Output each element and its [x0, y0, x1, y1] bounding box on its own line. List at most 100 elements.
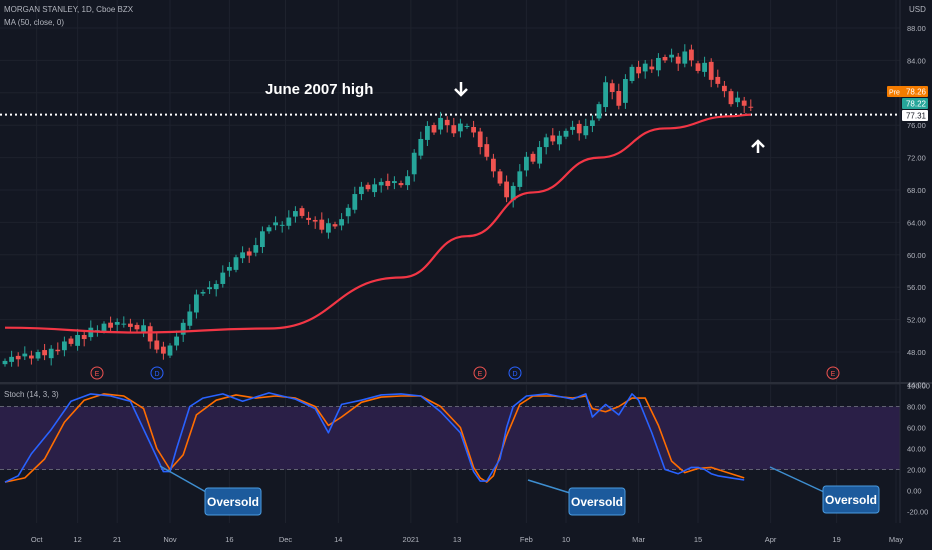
event-marker [473, 366, 487, 380]
price-tick-label: 84.00 [907, 56, 926, 65]
candle-body [2, 360, 8, 365]
svg-text:78.22: 78.22 [906, 100, 927, 109]
candle-body [649, 66, 655, 70]
candle-body [471, 126, 476, 133]
candle-body [537, 147, 542, 164]
svg-text:77.31: 77.31 [906, 112, 927, 121]
stoch-tick-label: -20.00 [907, 508, 928, 517]
candle-body [359, 186, 364, 195]
candle-body [154, 340, 160, 350]
candle-body [695, 63, 701, 71]
candle-body [108, 322, 113, 328]
last-price-badge: 78.22 [902, 98, 928, 109]
price-tick-label: 68.00 [907, 186, 926, 195]
candle-body [141, 325, 146, 333]
stoch-tick-label: 100.00 [907, 382, 930, 391]
candle-body [405, 176, 410, 186]
price-tick-label: 64.00 [907, 218, 926, 227]
candle-body [68, 338, 74, 344]
candle-body [722, 85, 727, 92]
candle-body [306, 217, 311, 220]
candle-body [438, 117, 443, 130]
symbol-title: MORGAN STANLEY, 1D, Cboe BZX [4, 5, 134, 14]
event-marker [826, 366, 840, 380]
oversold-callout-1: Oversold [159, 465, 262, 516]
stoch-d-line [4, 393, 745, 483]
candle-body [431, 125, 437, 133]
candle-body [62, 341, 67, 351]
candle-body [636, 66, 641, 74]
candle-body [444, 119, 450, 126]
time-tick-label: Feb [520, 535, 533, 544]
candle-body [411, 152, 417, 175]
candle-body [114, 322, 120, 325]
candle-body [55, 349, 61, 352]
oversold-callout-3: Oversold [769, 466, 880, 514]
candle-body [689, 49, 694, 61]
currency-label: USD [909, 5, 926, 14]
candle-body [609, 83, 615, 92]
stoch-tick-label: 40.00 [907, 445, 926, 454]
candle-body [550, 135, 556, 142]
candle-body [497, 171, 503, 184]
candle-body [9, 356, 14, 362]
event-marker-label: E [831, 371, 836, 378]
candle-body [451, 125, 457, 134]
candle-body [187, 311, 193, 326]
candle-body [22, 353, 28, 357]
candle-body [398, 183, 404, 186]
down-arrow-icon [454, 82, 468, 97]
candle-body [194, 294, 199, 313]
candle-body [319, 219, 325, 230]
oversold-label-3: Oversold [825, 493, 877, 507]
candle-body [702, 62, 707, 72]
time-tick-label: 14 [334, 535, 342, 544]
time-tick-label: Oct [31, 535, 44, 544]
candle-body [42, 350, 47, 356]
candle-body [583, 126, 589, 136]
time-tick-label: 19 [832, 535, 840, 544]
candle-body [29, 355, 34, 359]
price-axis[interactable]: 88.00 84.00 80.00 76.00 72.00 68.00 64.00 60.00… [907, 24, 930, 517]
candle-body [147, 326, 153, 342]
candle-body [616, 91, 622, 106]
candle-body [312, 219, 318, 222]
candle-body [491, 158, 496, 172]
stoch-k-line [4, 392, 745, 483]
time-tick-label: 13 [453, 535, 461, 544]
candle-body [629, 66, 635, 81]
candle-body [260, 231, 265, 248]
candle-body [669, 54, 674, 58]
candle-body [741, 100, 747, 106]
time-axis[interactable]: Oct 12 21 Nov 16 Dec 14 2021 13 Feb 10 Mar 15 Apr 19 Ma… [31, 535, 903, 544]
price-tick-label: 52.00 [907, 316, 926, 325]
time-tick-label: 16 [225, 535, 233, 544]
candle-body [378, 181, 384, 186]
candle-body [425, 126, 430, 140]
candle-body [656, 57, 661, 71]
candle-body [642, 63, 648, 72]
candle-body [213, 283, 219, 290]
candle-body [517, 171, 523, 187]
candle-body [682, 51, 688, 64]
price-tick-label: 56.00 [907, 283, 926, 292]
time-tick-label: 10 [562, 535, 570, 544]
candle-body [392, 181, 397, 184]
price-tick-label: 88.00 [907, 24, 926, 33]
event-marker [150, 366, 164, 380]
price-tick-label: 48.00 [907, 348, 926, 357]
candle-body [101, 323, 107, 332]
candle-body [385, 180, 391, 186]
time-tick-label: 21 [113, 535, 121, 544]
stochastic-pane[interactable] [0, 392, 900, 483]
time-tick-label: 2021 [403, 535, 420, 544]
candle-body [220, 272, 226, 284]
stoch-tick-label: 20.00 [907, 466, 926, 475]
time-tick-label: 15 [694, 535, 702, 544]
candle-body [748, 106, 754, 108]
candle-body [180, 322, 186, 335]
svg-text:78.26: 78.26 [906, 88, 927, 97]
candle-body [339, 219, 344, 226]
